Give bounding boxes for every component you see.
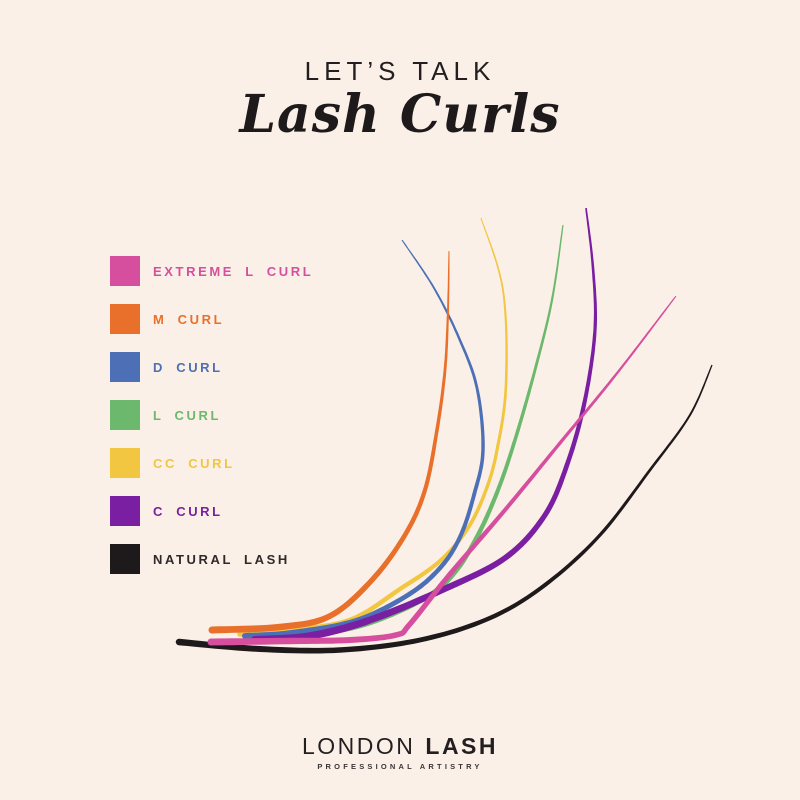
lash-base-cap	[208, 626, 216, 634]
legend: EXTREME L CURL M CURL D CURL L CURL CC CURL C…	[110, 256, 313, 592]
legend-swatch	[110, 448, 140, 478]
title-kicker: LET’S TALK	[304, 56, 496, 86]
legend-item: NATURAL LASH	[110, 544, 313, 574]
legend-label: C CURL	[153, 503, 223, 519]
legend-label: M CURL	[153, 311, 225, 327]
page-title: Lash Curls	[239, 84, 561, 145]
lash-base-cap	[242, 633, 248, 639]
legend-swatch	[110, 256, 140, 286]
legend-label: D CURL	[153, 359, 223, 375]
brand-name-bold: LASH	[425, 733, 499, 759]
legend-item: D CURL	[110, 352, 313, 382]
legend-item: EXTREME L CURL	[110, 256, 313, 286]
legend-swatch	[110, 352, 140, 382]
brand-logo: LONDON LASH	[0, 733, 800, 760]
legend-item: CC CURL	[110, 448, 313, 478]
legend-label: L CURL	[153, 407, 222, 423]
legend-swatch	[110, 400, 140, 430]
legend-label: NATURAL LASH	[153, 551, 290, 567]
brand-tagline: PROFESSIONAL ARTISTRY	[317, 762, 483, 771]
legend-item: M CURL	[110, 304, 313, 334]
legend-swatch	[110, 496, 140, 526]
legend-item: C CURL	[110, 496, 313, 526]
brand-name-light: LONDON	[301, 733, 416, 759]
legend-label: EXTREME L CURL	[153, 263, 314, 279]
lash-base-cap	[207, 638, 215, 646]
legend-item: L CURL	[110, 400, 313, 430]
lash-base-cap	[175, 638, 183, 646]
legend-swatch	[110, 544, 140, 574]
legend-swatch	[110, 304, 140, 334]
legend-label: CC CURL	[153, 455, 235, 471]
